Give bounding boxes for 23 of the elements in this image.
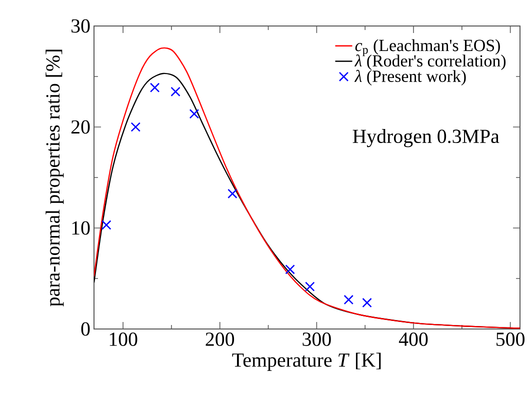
point (344, 294, 354, 305)
x-tick-label: 500 (496, 332, 525, 346)
legend-label: λ (Present work) (354, 70, 466, 86)
x-tick-label: 100 (110, 332, 138, 346)
x-tick-label: 300 (302, 332, 331, 346)
y-tick-label: 20 (71, 120, 90, 134)
point (228, 188, 238, 199)
point (362, 298, 372, 308)
y-tick-label: 30 (72, 19, 90, 33)
point (285, 264, 295, 274)
annotation: Hydrogen 0.3MPa (352, 129, 500, 148)
point (150, 82, 160, 92)
point (130, 122, 141, 132)
point (189, 108, 200, 119)
point (102, 220, 112, 230)
x-axis-title: Temperature T [K] (232, 352, 381, 371)
x-tick-label: 400 (398, 332, 428, 346)
point (170, 86, 180, 97)
y-tick-label: 10 (72, 221, 90, 235)
x-tick-label: 200 (206, 332, 234, 346)
y-axis-title: para-normal properties ratio [%] (46, 50, 64, 306)
y-tick-label: 0 (81, 322, 90, 336)
point (305, 282, 315, 292)
